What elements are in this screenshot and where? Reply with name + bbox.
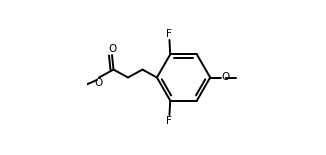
Text: F: F: [166, 116, 172, 126]
Text: F: F: [166, 29, 172, 39]
Text: O: O: [94, 78, 103, 88]
Text: O: O: [222, 73, 230, 82]
Text: O: O: [108, 44, 116, 54]
